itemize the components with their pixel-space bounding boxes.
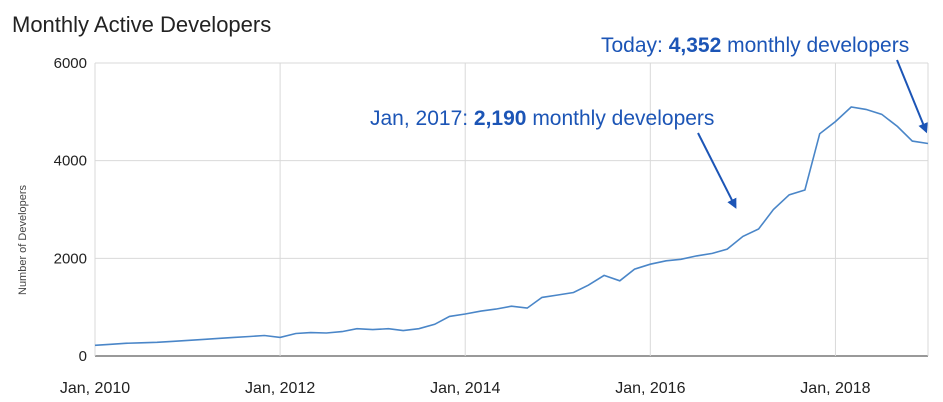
annotation-arrow-jan-2017 — [697, 132, 737, 209]
annotation-jan-2017: Jan, 2017: 2,190 monthly developers — [370, 107, 714, 130]
annotation-jan-2017-suffix: monthly developers — [526, 107, 714, 130]
annotation-jan-2017-value: 2,190 — [474, 107, 527, 130]
grid — [94, 62, 929, 357]
chart-title: Monthly Active Developers — [12, 12, 271, 37]
x-tick-label: Jan, 2014 — [430, 380, 500, 397]
x-tick-label: Jan, 2016 — [615, 380, 685, 397]
y-axis-label: Number of Developers — [17, 184, 29, 295]
y-tick-label: 0 — [79, 348, 87, 365]
y-axis-ticks: 0 2000 4000 6000 — [54, 55, 87, 365]
annotation-today-suffix: monthly developers — [721, 34, 909, 57]
series-line — [94, 106, 929, 347]
x-tick-label: Jan, 2018 — [800, 380, 870, 397]
x-tick-label: Jan, 2012 — [245, 380, 315, 397]
y-tick-label: 2000 — [54, 250, 87, 267]
y-tick-label: 4000 — [54, 153, 87, 170]
annotation-today-value: 4,352 — [669, 34, 722, 57]
x-axis-ticks: Jan, 2010 Jan, 2012 Jan, 2014 Jan, 2016 Jan,… — [60, 380, 871, 397]
x-tick-label: Jan, 2010 — [60, 380, 130, 397]
y-tick-label: 6000 — [54, 55, 87, 72]
annotation-jan-2017-prefix: Jan, 2017: — [370, 107, 474, 130]
annotation-today-prefix: Today: — [601, 34, 669, 57]
annotation-today: Today: 4,352 monthly developers — [601, 34, 909, 57]
annotation-arrow-today — [896, 59, 928, 134]
